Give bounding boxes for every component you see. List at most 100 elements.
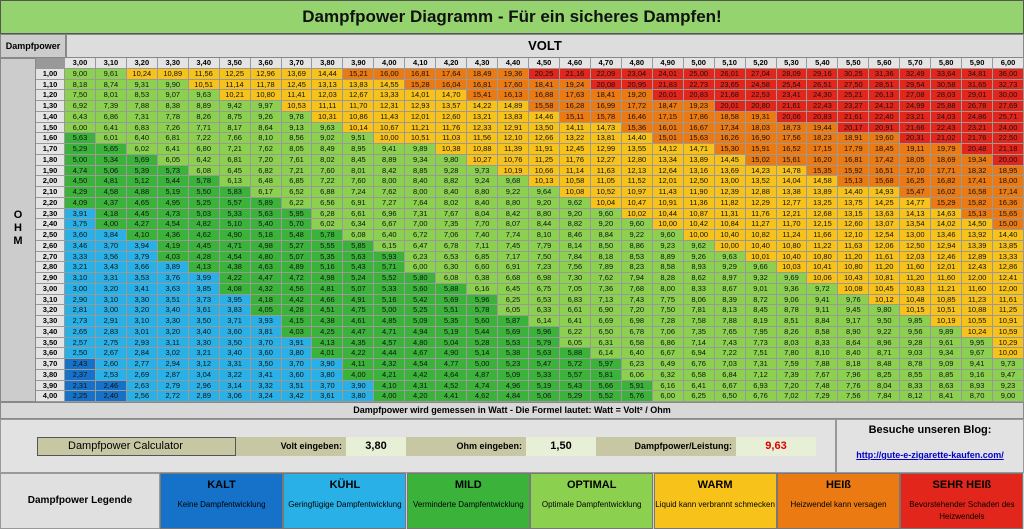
power-cell: 20,17: [838, 122, 869, 133]
power-cell: 7,00: [405, 219, 436, 229]
power-cell: 7,58: [683, 316, 714, 326]
power-cell: 14,40: [993, 230, 1023, 240]
power-cell: 20,83: [683, 90, 714, 100]
power-cell: 7,75: [652, 294, 683, 305]
power-cell: 12,67: [343, 90, 374, 100]
power-cell: 5,10: [219, 219, 250, 229]
power-cell: 13,00: [714, 176, 745, 186]
power-cell: 13,38: [776, 187, 807, 197]
power-cell: 15,02: [745, 154, 776, 165]
power-cell: 4,82: [188, 219, 219, 229]
power-cell: 14,71: [683, 144, 714, 154]
power-cell: 7,84: [559, 251, 590, 262]
power-cell: 23,27: [838, 101, 869, 111]
power-cell: 5,33: [529, 369, 559, 380]
power-cell: 7,67: [436, 208, 467, 219]
legend-item: KÜHL Geringfügige Dampfentwicklung: [283, 473, 407, 529]
power-cell: 29,01: [962, 90, 993, 100]
power-cell: 5,65: [95, 144, 126, 154]
power-cell: 12,13: [621, 165, 652, 176]
power-cell: 16,58: [962, 187, 993, 197]
power-cell: 8,10: [250, 133, 281, 143]
power-cell: 19,11: [900, 144, 931, 154]
power-cell: 5,23: [498, 359, 529, 369]
power-cell: 5,48: [281, 230, 312, 240]
power-cell: 20,31: [900, 133, 931, 143]
power-cell: 5,03: [188, 208, 219, 219]
power-cell: 15,41: [467, 90, 498, 100]
power-cell: 5,16: [374, 294, 405, 305]
power-cell: 8,18: [65, 79, 95, 90]
blog-link[interactable]: http://gute-e-zigarette-kaufen.com/: [856, 450, 1004, 460]
volt-header-cell: 4,50: [529, 58, 559, 68]
power-cell: 3,79: [126, 251, 157, 262]
power-cell: 15,47: [900, 187, 931, 197]
power-cell: 2,63: [126, 380, 157, 391]
power-cell: 29,16: [807, 68, 838, 79]
volt-header-cell: 3,80: [312, 58, 343, 68]
power-cell: 6,38: [467, 273, 498, 283]
power-cell: 9,20: [529, 197, 559, 208]
power-cell: 5,43: [559, 380, 590, 391]
legend-title: OPTIMAL: [566, 479, 617, 491]
power-cell: 9,22: [621, 230, 652, 240]
power-cell: 18,95: [993, 165, 1023, 176]
power-cell: 16,13: [498, 90, 529, 100]
power-cell: 5,88: [559, 348, 590, 358]
power-cell: 5,96: [529, 326, 559, 337]
power-cell: 17,79: [838, 144, 869, 154]
power-cell: 14,04: [776, 176, 807, 186]
power-cell: 11,56: [188, 68, 219, 79]
power-cell: 9,47: [993, 369, 1023, 380]
power-cell: 4,98: [312, 273, 343, 283]
power-cell: 9,26: [683, 251, 714, 262]
power-cell: 18,45: [869, 144, 900, 154]
power-cell: 9,22: [869, 326, 900, 337]
power-cell: 3,32: [250, 380, 281, 391]
power-cell: 4,67: [405, 348, 436, 358]
ohm-input[interactable]: 1,50: [526, 437, 596, 456]
power-cell: 17,14: [993, 187, 1023, 197]
power-cell: 9,24: [467, 176, 498, 186]
ohm-row-header: 1,90: [36, 165, 64, 176]
power-cell: 16,25: [900, 176, 931, 186]
power-cell: 8,45: [343, 154, 374, 165]
power-cell: 5,29: [559, 391, 590, 401]
power-cell: 4,03: [281, 326, 312, 337]
power-cell: 6,53: [529, 294, 559, 305]
power-cell: 9,34: [931, 348, 962, 358]
power-cell: 25,00: [683, 68, 714, 79]
power-cell: 3,75: [65, 219, 95, 229]
power-cell: 12,68: [807, 208, 838, 219]
power-cell: 4,41: [436, 391, 467, 401]
power-cell: 4,15: [281, 316, 312, 326]
power-cell: 2,65: [65, 326, 95, 337]
power-cell: 16,81: [838, 154, 869, 165]
power-cell: 5,12: [126, 176, 157, 186]
power-cell: 9,16: [962, 369, 993, 380]
power-cell: 13,25: [807, 197, 838, 208]
power-cell: 12,39: [714, 187, 745, 197]
power-cell: 20,91: [869, 122, 900, 133]
power-cell: 11,56: [467, 133, 498, 143]
power-cell: 10,58: [559, 176, 590, 186]
power-cell: 11,23: [962, 294, 993, 305]
power-cell: 16,90: [745, 133, 776, 143]
power-cell: 7,89: [590, 262, 621, 272]
power-cell: 8,64: [838, 337, 869, 348]
power-cell: 6,30: [436, 262, 467, 272]
power-cell: 8,50: [590, 240, 621, 251]
power-cell: 4,72: [281, 273, 312, 283]
power-cell: 18,41: [529, 79, 559, 90]
power-cell: 4,29: [65, 187, 95, 197]
ohm-row-header: 3,60: [36, 348, 64, 358]
power-cell: 7,95: [745, 326, 776, 337]
power-cell: 31,36: [869, 68, 900, 79]
power-cell: 5,16: [312, 262, 343, 272]
volt-input[interactable]: 3,80: [346, 437, 406, 456]
power-cell: 16,51: [869, 165, 900, 176]
power-cell: 6,41: [95, 122, 126, 133]
power-cell: 3,61: [188, 305, 219, 315]
power-cell: 6,98: [529, 273, 559, 283]
volt-header-cell: 5,90: [962, 58, 993, 68]
